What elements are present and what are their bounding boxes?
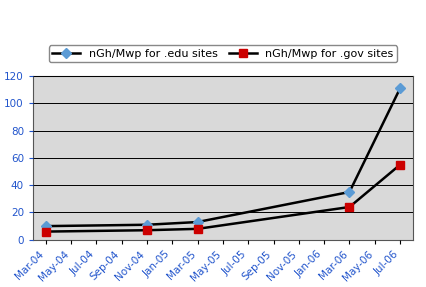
nGh/Mwp for .gov sites	[43, 230, 48, 233]
nGh/Mwp for .gov sites	[195, 227, 200, 230]
Legend: nGh/Mwp for .edu sites, nGh/Mwp for .gov sites: nGh/Mwp for .edu sites, nGh/Mwp for .gov…	[49, 45, 397, 62]
nGh/Mwp for .gov sites	[347, 205, 352, 209]
nGh/Mwp for .gov sites	[397, 163, 403, 166]
Line: nGh/Mwp for .gov sites: nGh/Mwp for .gov sites	[42, 161, 404, 235]
nGh/Mwp for .edu sites	[195, 220, 200, 224]
Line: nGh/Mwp for .edu sites: nGh/Mwp for .edu sites	[42, 84, 404, 230]
nGh/Mwp for .gov sites	[144, 228, 150, 232]
nGh/Mwp for .edu sites	[144, 223, 150, 226]
nGh/Mwp for .edu sites	[397, 86, 403, 90]
nGh/Mwp for .edu sites	[43, 224, 48, 228]
nGh/Mwp for .edu sites	[347, 190, 352, 194]
